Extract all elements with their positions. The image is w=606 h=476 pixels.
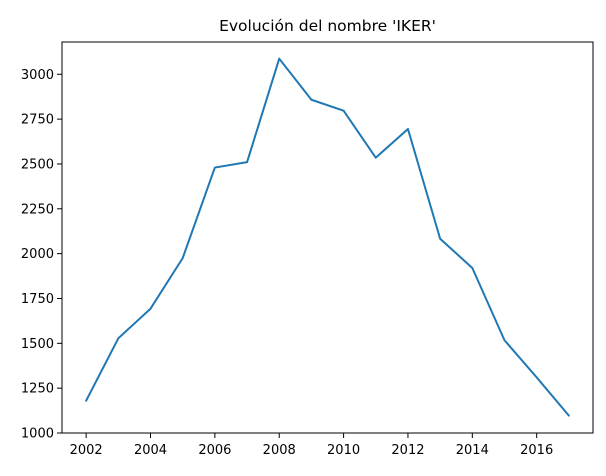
x-tick-label: 2004: [134, 443, 167, 458]
x-tick-label: 2002: [70, 443, 103, 458]
x-tick-label: 2012: [391, 443, 424, 458]
y-tick-label: 2250: [21, 202, 54, 217]
x-tick-label: 2010: [327, 443, 360, 458]
y-axis: 1000 1250 1500 1750 2000 2250 2500 2750 3000: [21, 68, 62, 442]
y-tick-label: 1500: [21, 337, 54, 352]
y-tick-label: 1000: [21, 427, 54, 442]
chart-title: Evolución del nombre 'IKER': [219, 17, 436, 35]
x-tick-label: 2016: [520, 443, 553, 458]
y-tick-label: 2500: [21, 157, 54, 172]
x-tick-label: 2006: [198, 443, 231, 458]
y-tick-label: 1250: [21, 382, 54, 397]
series-line: [85, 57, 570, 417]
plot-frame: [61, 41, 594, 434]
y-tick-label: 3000: [21, 68, 54, 83]
y-tick-label: 1750: [21, 292, 54, 307]
y-tick-label: 2000: [21, 247, 54, 262]
y-tick-label: 2750: [21, 113, 54, 128]
x-tick-label: 2008: [263, 443, 296, 458]
x-tick-label: 2014: [456, 443, 489, 458]
x-axis: 2002 2004 2006 2008 2010 2012 2014 2016: [70, 433, 553, 458]
